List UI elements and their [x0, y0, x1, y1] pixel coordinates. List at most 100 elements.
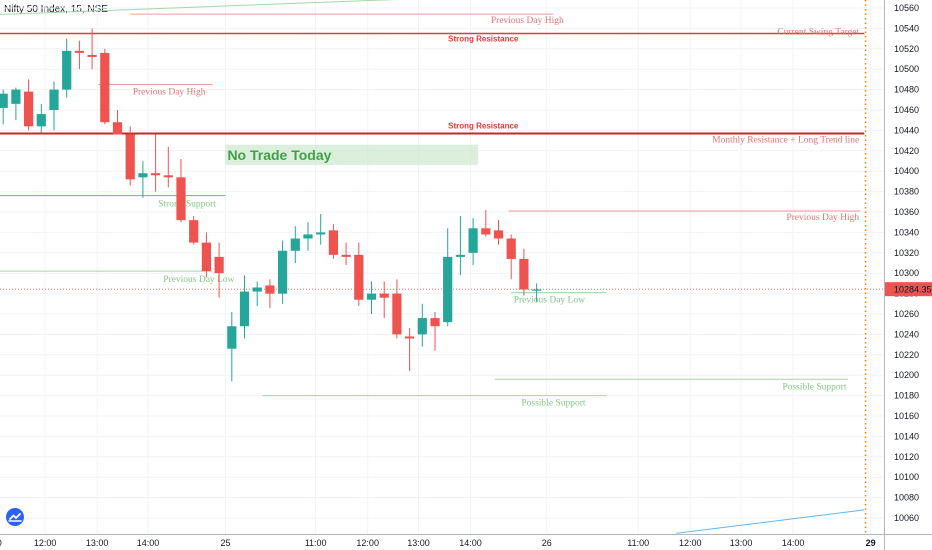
candle [366, 281, 377, 314]
price-level-label: Possible Support [782, 382, 846, 392]
candle-body [49, 89, 59, 110]
trend-line [0, 0, 397, 16]
candle-body [328, 230, 338, 255]
candle [303, 222, 313, 251]
candle [201, 232, 211, 278]
candle-body [163, 175, 173, 178]
candle [468, 218, 478, 266]
candles [0, 28, 542, 382]
candle-body [443, 256, 453, 323]
candle [138, 161, 148, 198]
x-tick-label: 13:00 [730, 538, 753, 548]
grid [0, 0, 884, 534]
y-tick-label: 10480 [894, 85, 919, 95]
candle [493, 220, 504, 245]
candle [11, 87, 21, 121]
x-tick-label: 14:00 [137, 538, 160, 548]
candle [151, 134, 161, 192]
y-tick-label: 10500 [894, 64, 919, 74]
price-level-label: Previous Day Low [163, 275, 234, 285]
price-level-label: Strong Resistance [448, 35, 519, 44]
candle [252, 281, 262, 306]
candle [176, 158, 186, 223]
candle [87, 28, 97, 70]
candle [341, 242, 351, 266]
candle [481, 209, 491, 237]
candle-body [430, 318, 440, 327]
candle [265, 279, 275, 308]
y-tick-label: 10240 [894, 329, 919, 339]
x-tick-highlight [860, 537, 881, 550]
y-tick-label: 10400 [894, 166, 919, 176]
candle-body [379, 293, 389, 298]
trend-lines [0, 0, 867, 534]
candle [392, 279, 402, 339]
candle [316, 214, 326, 245]
candle [49, 81, 59, 131]
y-tick-label: 10380 [894, 187, 919, 197]
candle-body [341, 254, 351, 257]
candle-body [506, 238, 516, 259]
x-tick-label: 12:00 [356, 538, 379, 548]
candle [532, 283, 542, 302]
candle-body [100, 52, 110, 123]
no-trade-zone: No Trade Today [225, 144, 479, 166]
y-tick-label: 10180 [894, 391, 919, 401]
x-tick-label: 14:00 [459, 538, 482, 548]
price-level-label: Strong Support [158, 200, 216, 210]
price-levels: Previous Day High Strong Resistance Previo… [0, 13, 884, 409]
trend-line [676, 509, 865, 534]
price-level-label: Possible Support [521, 399, 585, 409]
x-tick-label: 26 [542, 538, 552, 548]
candle-body [36, 114, 46, 127]
x-tick-label-current: 29 [866, 538, 876, 548]
candle [278, 240, 288, 304]
y-tick-label: 10340 [894, 227, 919, 237]
current-price-label: 10284.35 [894, 285, 932, 295]
x-tick-label: 12:00 [679, 538, 702, 548]
y-tick-label: 10060 [894, 513, 919, 523]
candle-body [0, 93, 8, 108]
candle-body [405, 336, 415, 339]
candle-body [481, 228, 491, 235]
price-level-label: Previous Day High [491, 16, 564, 26]
candle-body [278, 250, 288, 294]
y-tick-label: 10100 [894, 472, 919, 482]
candle-body [201, 242, 211, 272]
y-tick-label: 10440 [894, 125, 919, 135]
candle-body [24, 91, 34, 127]
current-price-badge [885, 282, 932, 297]
price-level-label: Previous Day High [133, 88, 206, 98]
candle-body [74, 50, 84, 53]
candle-body [417, 318, 427, 335]
candle [405, 328, 415, 372]
x-tick-label: 14:00 [782, 538, 805, 548]
y-tick-label: 10140 [894, 431, 919, 441]
tradingview-logo-icon[interactable] [6, 508, 24, 526]
y-tick-label: 10360 [894, 207, 919, 217]
y-tick-label: 10220 [894, 350, 919, 360]
x-tick-label: 11:00 [627, 538, 649, 548]
candle-body [354, 254, 364, 300]
annotations: Current Swing Target Monthly Resistance +… [712, 28, 859, 146]
candle [443, 228, 453, 327]
candle-body [87, 54, 97, 57]
annotation-label: Monthly Resistance + Long Trend line [712, 135, 859, 145]
candle [328, 224, 338, 259]
candle-body [303, 234, 313, 239]
candle [290, 226, 300, 263]
candle [417, 303, 427, 347]
x-tick-label: 11:00 [305, 538, 327, 548]
candle-body [392, 293, 402, 335]
chart-title: Nifty 50 Index, 15, NSE [4, 4, 108, 15]
y-tick-label: 10460 [894, 105, 919, 115]
candle-body [532, 289, 542, 291]
price-level-label: Strong Resistance [448, 121, 519, 130]
annotation-label: Current Swing Target [777, 28, 859, 38]
candle-body [62, 50, 72, 90]
candle-body [290, 238, 300, 251]
y-tick-label: 10420 [894, 146, 919, 156]
y-tick-label: 10200 [894, 370, 919, 380]
